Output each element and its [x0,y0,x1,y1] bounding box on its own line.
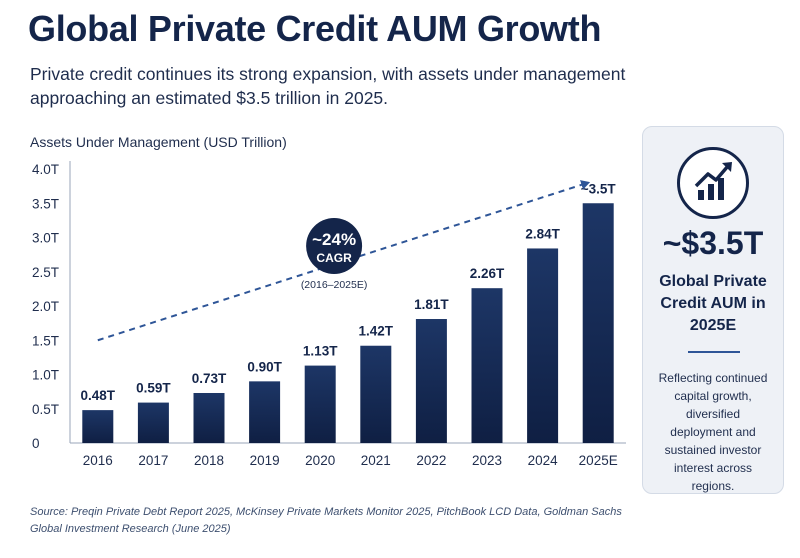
bar-2024 [527,248,559,443]
y-tick-label: 0.5T [32,402,59,417]
x-axis: 2016 2017 2018 2019 2020 2021 2022 2023 2024 2025… [70,442,626,468]
x-tick-label: 2019 [250,453,280,468]
bar-value-label: ~3.5T [581,181,617,196]
bar-value-label: 1.13T [303,344,338,359]
bars [82,203,614,443]
x-tick-label: 2016 [83,453,113,468]
x-tick-label: 2018 [194,453,224,468]
aum-2025-note: Reflecting continued capital growth, div… [658,371,768,493]
bar-2023 [471,288,503,443]
cagr-period-note: (2016–2025E) [301,279,368,291]
y-tick-label: 1.0T [32,368,59,383]
bar-value-label: 1.81T [414,297,449,312]
y-tick-label: 3.5T [32,196,59,211]
bar-2022 [415,319,447,443]
aum-summary-card: ~$3.5T Global Private Credit AUM in 2025… [642,126,784,494]
bar-value-label: 0.48T [81,388,116,403]
y-tick-label: 3.0T [32,231,59,246]
bar-2019 [249,381,281,443]
bar-value-label: 2.84T [525,226,560,241]
x-tick-label: 2022 [416,453,446,468]
bar-2021 [360,345,392,443]
cagr-label: CAGR [316,251,352,265]
x-tick-label: 2020 [305,453,335,468]
aum-2025-value: ~$3.5T [662,225,764,261]
x-tick-label: 2023 [472,453,502,468]
page-title: Global Private Credit AUM Growth [28,8,602,49]
bar-value-label: 0.59T [136,381,171,396]
x-tick-label: 2021 [361,453,391,468]
aum-bar-chart: 00.5T1.0T1.5T2.0T2.5T3.0T3.5T4.0T 2016 20… [32,161,626,468]
bar-value-label: 2.26T [470,266,505,281]
growth-chart-icon [677,147,749,219]
bar-value-label: 0.90T [247,359,282,374]
bar-value-label: 0.73T [192,371,227,386]
bar-value-labels: 0.48T 0.59T 0.73T 0.90T 1.13T 1.42T 1.81T 2.26T… [81,181,617,403]
y-tick-label: 0 [32,436,40,451]
x-tick-label: 2017 [138,453,168,468]
page-subtitle: Private credit continues its strong expa… [30,64,626,108]
y-tick-label: 1.5T [32,333,59,348]
x-tick-label: 2025E [579,453,618,468]
bar-2016 [82,410,114,443]
y-axis: 0 0.5T 1.0T 1.5T 2.0T 2.5T 3.0T 3.5T 4.0T [32,161,71,451]
x-tick-label: 2024 [528,453,559,468]
aum-2025-label: Global Private Credit AUM in 2025E [659,273,767,334]
card-divider [688,351,740,353]
y-tick-label: 4.0T [32,162,59,177]
bar-2018 [193,392,225,443]
cagr-badge-circle [306,218,363,274]
source-note: Source: Preqin Private Debt Report 2025,… [30,506,622,535]
bar-value-label: 1.42T [359,324,394,339]
y-tick-label: 2.0T [32,299,59,314]
cagr-value: ~24% [312,230,356,249]
bar-2017 [137,402,169,443]
y-axis-title: Assets Under Management (USD Trillion) [30,134,287,150]
cagr-badge: ~24% CAGR (2016–2025E) [301,218,368,291]
bar-2025E [582,203,614,443]
bar-2020 [304,365,336,443]
y-tick-label: 2.5T [32,265,59,280]
